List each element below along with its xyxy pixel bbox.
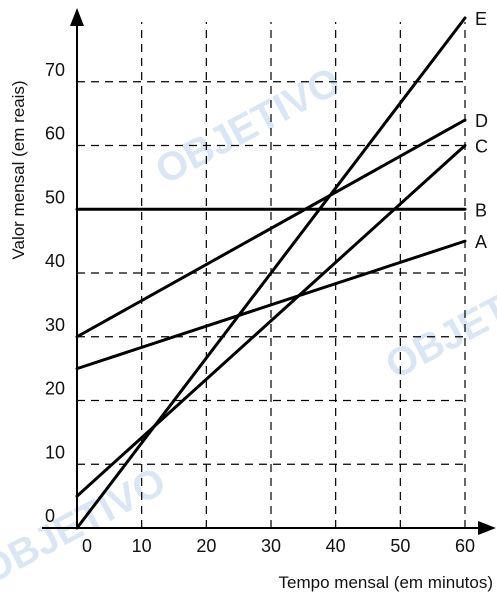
y-tick-label: 30 [45, 315, 65, 335]
watermark-logo: OBJETIVO [0, 459, 173, 593]
watermark-logo: OBJETIVO [379, 254, 497, 388]
x-tick-label: 40 [326, 536, 346, 556]
series-group [75, 16, 467, 530]
x-tick-label: 10 [132, 536, 152, 556]
series-label-d: D [475, 111, 488, 131]
x-tick-label: 50 [390, 536, 410, 556]
y-axis-title: Valor mensal (em reais) [9, 80, 28, 259]
x-tick-label: 60 [455, 536, 475, 556]
series-label-a: A [475, 232, 487, 252]
y-axis-arrow-icon [70, 8, 84, 26]
series-line-e [75, 16, 467, 530]
grid [77, 22, 466, 528]
tick-labels: 0 10 20 30 40 50 60 0 10 20 30 40 50 60 70 [45, 60, 475, 556]
x-tick-label: 30 [261, 536, 281, 556]
y-tick-label: 10 [45, 442, 65, 462]
series-line-c [75, 144, 467, 498]
series-labels: AB CD E [475, 9, 488, 252]
series-line-a [75, 239, 467, 371]
watermark-logo: OBJETIVO [149, 59, 348, 193]
watermark-group: OBJETIVO OBJETIVO OBJETIVO [0, 59, 497, 593]
series-label-c: C [475, 137, 488, 157]
y-tick-label: 20 [45, 379, 65, 399]
x-axis-title: Tempo mensal (em minutos) [279, 573, 493, 592]
y-tick-label: 40 [45, 251, 65, 271]
y-tick-label: 70 [45, 60, 65, 80]
y-tick-label: 50 [45, 187, 65, 207]
series-label-b: B [475, 200, 487, 220]
x-axis-arrow-icon [478, 521, 496, 535]
series-line-d [75, 118, 467, 339]
y-tick-label: 60 [45, 124, 65, 144]
x-tick-label: 20 [196, 536, 216, 556]
x-tick-label: 0 [82, 536, 92, 556]
y-tick-label: 0 [45, 506, 55, 526]
axes [42, 8, 496, 535]
series-label-e: E [475, 9, 487, 29]
